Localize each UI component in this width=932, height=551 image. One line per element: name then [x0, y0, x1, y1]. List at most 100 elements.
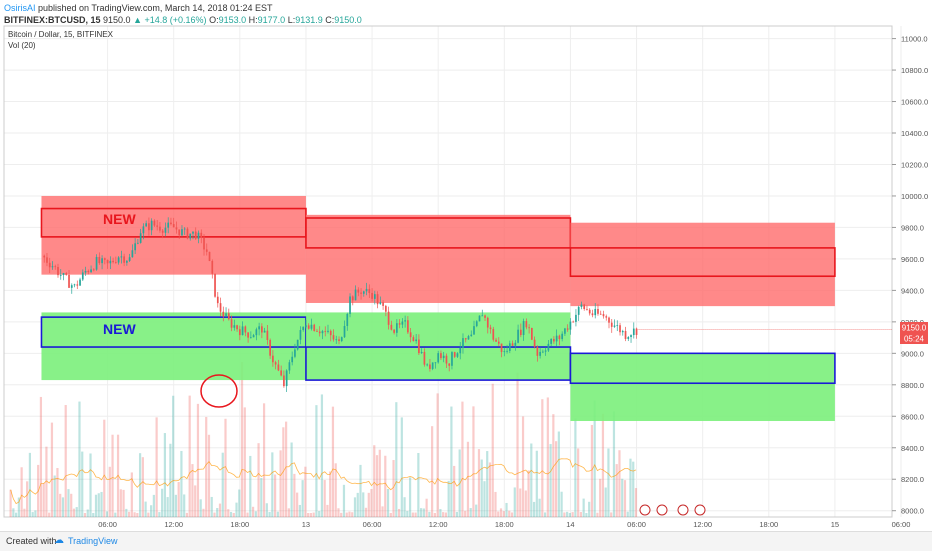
candle-body [517, 329, 519, 343]
volume-bar [577, 448, 580, 517]
volume-bar [626, 511, 629, 517]
volume-bar [205, 416, 208, 517]
candle-body [332, 335, 335, 340]
volume-bar [210, 496, 213, 517]
change-text: +14.8 (+0.16%) [144, 15, 207, 25]
candle-body [216, 296, 219, 304]
high-label: H: [248, 15, 258, 25]
candle-body [211, 260, 214, 274]
volume-bar [621, 478, 624, 517]
volume-bar [218, 503, 222, 517]
volume-bar [53, 475, 56, 517]
candle-body [222, 311, 225, 317]
volume-bar [28, 452, 31, 517]
candle-body [43, 255, 46, 258]
candle-body [164, 227, 167, 233]
close-label: C: [325, 15, 335, 25]
volume-bar [119, 489, 122, 517]
volume-bar [78, 401, 81, 517]
volume-bar [530, 443, 533, 517]
candle-body [351, 296, 354, 301]
candle-body [318, 331, 321, 334]
volume-bar [136, 512, 139, 517]
y-tick-label: 10800.0 [901, 66, 928, 75]
candle-body [566, 328, 569, 330]
volume-bar [262, 403, 266, 517]
candle-body [81, 272, 84, 280]
volume-bar [213, 512, 216, 517]
symbol-label[interactable]: BITFINEX:BTCUSD, 15 [4, 15, 101, 25]
new-demand-label: NEW [103, 321, 136, 337]
volume-bar [601, 413, 605, 517]
candle-body [382, 302, 384, 306]
volume-bar [257, 443, 260, 517]
candle-body [495, 339, 497, 342]
volume-bar [574, 418, 577, 517]
volume-bar [279, 450, 282, 517]
candle-body [150, 220, 153, 231]
supply-zone-box [569, 247, 836, 278]
volume-bar [174, 494, 178, 517]
close-value: 9150.0 [334, 15, 362, 25]
candle-body [481, 315, 484, 317]
low-label: L: [287, 15, 296, 25]
volume-bar [86, 509, 89, 517]
volume-bar [169, 443, 172, 517]
candle-body [186, 228, 189, 239]
volume-bar [472, 406, 475, 517]
candle-body [561, 333, 564, 340]
candle-body [555, 335, 558, 342]
candle-body [376, 294, 379, 305]
volume-bar [483, 481, 486, 517]
volume-bar [64, 405, 67, 517]
candle-body [338, 339, 340, 341]
candle-body [109, 260, 112, 264]
candle-body [274, 362, 277, 365]
volume-bar [183, 494, 186, 517]
candle-body [360, 292, 362, 294]
candle-body [423, 351, 426, 365]
volume-bar [466, 441, 470, 517]
volume-bar [81, 451, 84, 517]
candle-body [572, 321, 575, 323]
volume-bar [582, 498, 585, 517]
volume-bar [199, 499, 202, 517]
volume-bar [9, 489, 12, 517]
candle-body [619, 325, 621, 333]
volume-bar [293, 473, 296, 517]
tradingview-brand[interactable]: TradingView [68, 536, 118, 546]
volume-bar [494, 491, 497, 517]
volume-bar [342, 484, 346, 517]
volume-bar [290, 442, 293, 517]
candle-body [591, 313, 594, 316]
candle-body [373, 294, 376, 299]
candle-body [225, 313, 227, 317]
volume-bar [224, 418, 227, 517]
candle-body [547, 343, 550, 351]
volume-bar [359, 464, 362, 517]
y-tick-label: 8400.0 [901, 444, 924, 453]
y-tick-label: 8000.0 [901, 507, 924, 516]
volume-bar [232, 512, 235, 517]
candle-body [208, 251, 211, 261]
author-link[interactable]: OsirisAI [4, 3, 36, 13]
volume-bar [593, 400, 596, 517]
event-flags[interactable] [639, 504, 706, 516]
candle-body [299, 330, 302, 340]
x-tick-label: 06:00 [98, 520, 117, 529]
price-chart[interactable]: NEW NEW 11000.0 10800.0 10600.0 10400.0 1020… [0, 0, 932, 531]
candle-body [51, 266, 54, 268]
candle-body [398, 323, 401, 325]
candle-body [249, 337, 252, 339]
candle-body [379, 302, 382, 305]
last-price: 9150.0 [103, 15, 131, 25]
volume-bar [158, 512, 161, 517]
volume-bar [353, 497, 357, 517]
candle-body [412, 337, 415, 342]
volume-bar [92, 512, 95, 517]
volume-bar [329, 471, 332, 517]
volume-bar [238, 489, 241, 517]
x-tick-label: 13 [302, 520, 310, 529]
volume-bar [618, 450, 621, 517]
candle-body [393, 329, 395, 333]
